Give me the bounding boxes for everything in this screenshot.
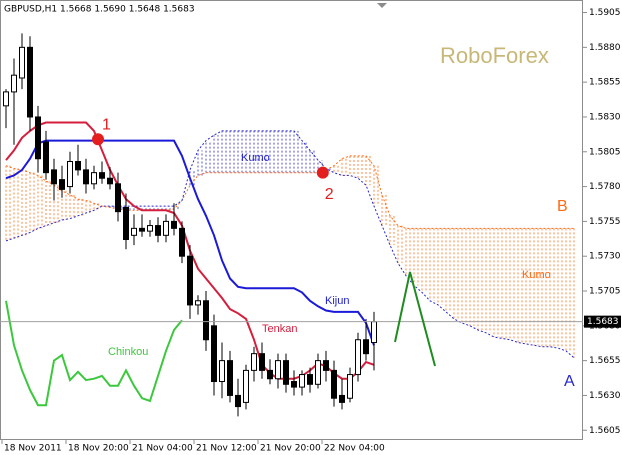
candle-body bbox=[275, 360, 281, 380]
y-tick-label: 1.5855 bbox=[589, 78, 621, 88]
y-tick-label: 1.5805 bbox=[589, 147, 621, 157]
candle-body bbox=[203, 300, 209, 341]
candle-body bbox=[107, 177, 113, 185]
candle-body bbox=[339, 394, 345, 403]
candle-body bbox=[267, 369, 273, 380]
indicator-line bbox=[5, 300, 183, 407]
signal-marker bbox=[316, 166, 329, 179]
candle-body bbox=[307, 374, 313, 385]
candle-body bbox=[3, 91, 9, 107]
y-tick-label: 1.5780 bbox=[589, 182, 621, 192]
shift-marker bbox=[377, 3, 387, 8]
forecast-arrow bbox=[394, 271, 436, 367]
candles bbox=[3, 33, 377, 417]
signal-label: 2 bbox=[325, 186, 334, 203]
candle-body bbox=[235, 394, 241, 408]
cloud bbox=[5, 130, 575, 359]
candle-body bbox=[99, 172, 105, 179]
wave-label: A bbox=[564, 373, 575, 390]
candle-body bbox=[155, 225, 161, 236]
candle-body bbox=[67, 161, 73, 188]
candle-body bbox=[371, 321, 377, 344]
candle-body bbox=[211, 325, 217, 383]
plot-area bbox=[0, 0, 583, 440]
candle-body bbox=[363, 339, 369, 355]
wave-label: B bbox=[557, 198, 568, 215]
candle-body bbox=[299, 374, 305, 388]
kumo-line bbox=[5, 155, 574, 229]
chart-header: GBPUSD,H1 1.5668 1.5690 1.5648 1.5683 bbox=[4, 5, 195, 15]
candle-body bbox=[315, 360, 321, 385]
candle-body bbox=[83, 169, 89, 185]
y-tick-label: 1.5605 bbox=[589, 426, 621, 436]
candle-body bbox=[243, 369, 249, 403]
watermark: RoboForex bbox=[440, 43, 549, 68]
x-tick-label: 18 Nov 20:00 bbox=[68, 444, 129, 454]
kumo-label: Kumo bbox=[522, 269, 551, 281]
x-tick-label: 22 Nov 04:00 bbox=[324, 444, 385, 454]
series-label: Kijun bbox=[325, 295, 349, 307]
candle-body bbox=[171, 220, 177, 229]
x-tick-label: 21 Nov 04:00 bbox=[132, 444, 193, 454]
candle-body bbox=[219, 360, 225, 383]
candle-body bbox=[259, 353, 265, 371]
candle-body bbox=[187, 255, 193, 306]
y-tick-label: 1.5730 bbox=[589, 252, 621, 262]
candle-body bbox=[11, 74, 17, 93]
price-label: 1.5683 bbox=[587, 317, 619, 327]
candle-body bbox=[19, 46, 25, 79]
price-label-box bbox=[584, 315, 621, 328]
series-label: Chinkou bbox=[108, 346, 148, 358]
candle-body bbox=[331, 369, 337, 399]
indicator-line bbox=[5, 139, 375, 346]
signal-label: 1 bbox=[102, 116, 111, 133]
candle-body bbox=[35, 116, 41, 160]
candle-body bbox=[27, 46, 33, 118]
y-tick-label: 1.5905 bbox=[589, 8, 621, 18]
candle-body bbox=[323, 360, 329, 371]
signal-marker bbox=[92, 133, 104, 146]
candle-body bbox=[291, 381, 297, 388]
y-tick-label: 1.5830 bbox=[589, 112, 621, 122]
candle-body bbox=[139, 227, 145, 232]
axes: 1.5905 1.5880 1.5855 1.5830 1.5805 1.5780 1.57… bbox=[0, 8, 621, 454]
candle-body bbox=[179, 227, 185, 257]
kumo-line bbox=[5, 130, 575, 359]
y-tick-label: 1.5755 bbox=[589, 217, 621, 227]
candle-body bbox=[131, 227, 137, 236]
candle-body bbox=[195, 300, 201, 306]
x-tick-label: 18 Nov 2011 bbox=[4, 444, 62, 454]
candle-body bbox=[123, 206, 129, 240]
x-tick-label: 21 Nov 12:00 bbox=[196, 444, 257, 454]
series-label: Tenkan bbox=[262, 323, 297, 335]
candle-body bbox=[147, 225, 153, 232]
candle-body bbox=[227, 360, 233, 396]
candle-body bbox=[43, 141, 49, 174]
candle-body bbox=[163, 220, 169, 236]
candle-body bbox=[347, 374, 353, 399]
candle-body bbox=[51, 169, 57, 185]
y-tick-label: 1.5655 bbox=[589, 356, 621, 366]
y-tick-label: 1.5630 bbox=[589, 391, 621, 401]
x-tick-label: 21 Nov 20:00 bbox=[260, 444, 321, 454]
candle-body bbox=[355, 339, 361, 376]
candle-body bbox=[91, 172, 97, 185]
candle-body bbox=[283, 360, 289, 385]
y-tick-label: 1.5705 bbox=[589, 287, 621, 297]
kumo-label: Kumo bbox=[241, 152, 270, 164]
candle-body bbox=[59, 179, 65, 190]
candle-body bbox=[251, 353, 257, 371]
y-tick-label: 1.5880 bbox=[589, 43, 621, 53]
candle-body bbox=[75, 161, 81, 171]
candle-body bbox=[115, 183, 121, 213]
